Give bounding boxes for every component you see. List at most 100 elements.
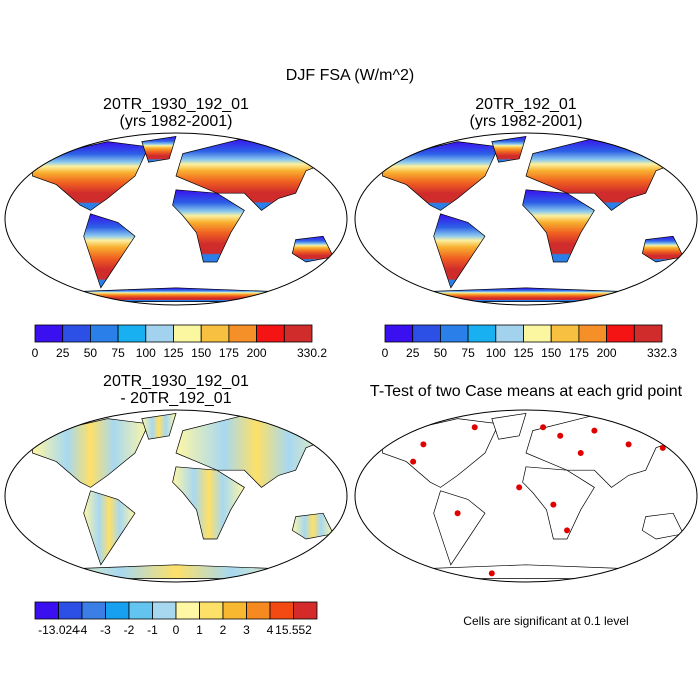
colorbar-label: 175 [569,346,589,360]
colorbar-box [523,324,552,343]
continent [382,418,500,488]
colorbar-label: 330.2 [297,346,327,360]
colorbar-label: 50 [434,346,448,360]
continent [433,213,486,289]
colorbar-label: 200 [597,346,617,360]
figure-title: DJF FSA (W/m^2) [286,67,414,84]
colorbar-box [269,601,294,620]
colorbar-label: 125 [513,346,533,360]
continent [83,490,136,566]
panel-title: 20TR_1930_192_01 [103,373,249,390]
colorbar-box [145,324,174,343]
colorbar-label: -13.024 [38,623,79,637]
colorbar-label: -1 [147,623,158,637]
colorbar-box [439,324,469,343]
map-land [32,412,338,579]
colorbar-box [128,601,153,620]
map-outline [4,132,348,306]
map-land [32,135,338,302]
colorbar-label: 150 [191,346,211,360]
continent [491,412,527,440]
panel-title: T-Test of two Case means at each grid po… [370,383,683,400]
colorbar-label: 0 [32,346,39,360]
continent [382,141,500,211]
panel-subtitle: (yrs 1982-2001) [120,113,233,130]
colorbar-label: 332.3 [647,346,677,360]
colorbar-box [384,324,414,343]
significant-cell [625,441,632,448]
colorbar-box [246,601,271,620]
colorbar-label: 150 [541,346,561,360]
colorbar-box [173,324,202,343]
colorbar-label: 1 [196,623,203,637]
panel-title: 20TR_1930_192_01 [103,96,249,113]
colorbar-label: -3 [100,623,111,637]
significant-cell [550,501,557,508]
significant-cell [577,450,584,456]
continent [491,135,527,163]
significant-cell [591,427,598,434]
significant-cell [516,484,523,491]
panel-title: 20TR_192_01 [475,96,577,113]
continent [291,235,334,263]
colorbar-box [228,324,257,343]
colorbar-box [200,324,230,343]
continent [641,512,684,540]
colorbar-label: 75 [461,346,475,360]
significant-cell [437,572,444,579]
colorbar-label: 25 [56,346,70,360]
colorbar-box [222,601,247,620]
continent [141,135,177,163]
significant-cell [564,527,571,534]
continent [433,490,486,566]
colorbar-label: 75 [111,346,125,360]
significant-cell [488,570,495,577]
continent [522,189,595,263]
significant-cell [471,424,478,431]
colorbar-label: 100 [486,346,506,360]
significant-cell [454,510,461,517]
colorbar-label: 125 [163,346,183,360]
colorbar-box [633,324,663,343]
colorbar-box [495,324,524,343]
colorbar-label: 50 [84,346,98,360]
colorbar-label: -2 [124,623,135,637]
colorbar-label: 15.552 [275,623,312,637]
colorbar-box [412,324,441,343]
colorbar-box [550,324,580,343]
significant-cell [659,444,666,451]
colorbar-box [152,601,177,620]
map-land [382,135,688,302]
colorbar-box [175,601,200,620]
continent [641,235,684,263]
colorbar-label: 25 [406,346,420,360]
colorbar-box [578,324,608,343]
colorbar-box [58,601,83,620]
colorbar-label: 200 [247,346,267,360]
colorbar-label: 100 [136,346,156,360]
continent [172,466,245,540]
map-panel [4,132,348,306]
colorbar-box [81,601,106,620]
colorbar-label: 175 [219,346,239,360]
colorbar-box [467,324,497,343]
continent [522,466,595,540]
colorbar-box [293,601,318,620]
significant-cell [540,424,547,431]
colorbar-box [34,601,59,620]
map-panel [4,409,348,583]
continent [83,213,136,289]
colorbar-label: 3 [243,623,250,637]
colorbar-box [283,324,313,343]
colorbar-label: 0 [173,623,180,637]
panel-subtitle: - 20TR_192_01 [120,390,231,407]
map-panel [354,409,698,583]
map-panel [354,132,698,306]
colorbar-box [606,324,635,343]
continent [291,512,334,540]
continent [172,189,245,263]
continent [141,412,177,440]
colorbar-label: 4 [267,623,274,637]
significant-cell [410,458,417,465]
